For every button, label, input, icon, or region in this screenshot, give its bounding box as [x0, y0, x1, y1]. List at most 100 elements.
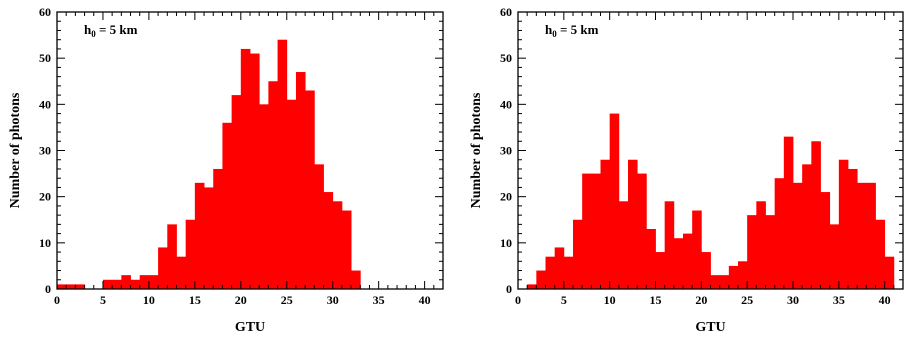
- bar-right-20: [701, 252, 711, 289]
- bar-right-5: [563, 256, 574, 289]
- bar-left-9: [139, 275, 150, 289]
- bar-left-18: [222, 122, 233, 289]
- bar-left-26: [295, 72, 306, 290]
- bar-right-9: [600, 159, 611, 289]
- y-tick-label-left-20: 20: [39, 190, 51, 204]
- bar-right-30: [793, 182, 803, 289]
- bar-left-8: [130, 279, 141, 289]
- bar-right-29: [783, 136, 794, 289]
- bar-right-21: [710, 275, 721, 289]
- bar-left-32: [351, 270, 361, 289]
- bar-right-2: [536, 270, 546, 289]
- x-tick-label-right-5: 5: [561, 293, 567, 307]
- ticks-left: 0 5 10 15 20 25 30 35 40 0 10 20 30 40 50 60: [39, 5, 444, 307]
- y-tick-label-left-10: 10: [39, 236, 51, 250]
- bar-left-7: [121, 275, 131, 289]
- bar-left-5: [102, 279, 113, 289]
- bar-left-12: [167, 224, 177, 289]
- bar-right-23: [728, 265, 739, 289]
- bar-right-14: [646, 228, 656, 289]
- y-tick-label-right-50: 50: [500, 51, 512, 65]
- bar-left-14: [185, 219, 196, 289]
- x-axis-label-left: GTU: [235, 320, 265, 335]
- bar-right-13: [637, 173, 647, 289]
- bar-right-22: [719, 275, 730, 289]
- x-tick-label-left-35: 35: [373, 293, 385, 307]
- bar-right-37: [857, 182, 867, 289]
- y-tick-label-left-60: 60: [39, 5, 51, 19]
- bar-right-19: [692, 210, 702, 289]
- bar-left-28: [314, 164, 324, 289]
- bar-left-24: [277, 39, 288, 290]
- x-tick-label-right-35: 35: [833, 293, 845, 307]
- bar-right-4: [554, 247, 565, 289]
- y-tick-label-right-40: 40: [500, 97, 512, 111]
- x-tick-label-right-15: 15: [650, 293, 662, 307]
- bar-left-29: [323, 192, 334, 289]
- x-tick-label-left-30: 30: [327, 293, 339, 307]
- bar-right-28: [774, 178, 785, 289]
- bar-left-11: [158, 247, 168, 289]
- bar-left-31: [341, 210, 352, 289]
- x-tick-label-right-40: 40: [879, 293, 891, 307]
- bar-left-22: [259, 104, 269, 289]
- x-tick-label-left-20: 20: [235, 293, 247, 307]
- bar-left-19: [231, 95, 242, 289]
- bar-right-31: [802, 164, 812, 289]
- x-tick-label-right-10: 10: [604, 293, 616, 307]
- bar-right-1: [527, 284, 537, 289]
- bar-right-15: [655, 252, 666, 289]
- x-tick-label-left-10: 10: [143, 293, 155, 307]
- x-tick-label-right-20: 20: [695, 293, 707, 307]
- ticks-right: 0 5 10 15 20 25 30 35 40 0 10 20 30 40 50 60: [500, 5, 904, 307]
- bar-right-27: [765, 215, 776, 289]
- y-tick-label-right-10: 10: [500, 236, 512, 250]
- bar-left-6: [112, 279, 122, 289]
- bar-right-18: [683, 233, 693, 289]
- bar-right-36: [848, 168, 858, 289]
- bar-left-20: [240, 48, 251, 289]
- x-tick-label-left-5: 5: [100, 293, 106, 307]
- bar-right-35: [838, 159, 849, 289]
- bar-group-left: [57, 39, 361, 290]
- bar-right-17: [673, 238, 684, 289]
- annotation-left: h0 = 5 km: [84, 22, 138, 39]
- x-tick-label-left-15: 15: [189, 293, 201, 307]
- bar-left-15: [194, 182, 205, 289]
- bar-right-33: [820, 192, 831, 289]
- x-tick-label-right-25: 25: [741, 293, 753, 307]
- bar-left-1: [66, 284, 76, 289]
- y-tick-label-left-50: 50: [39, 51, 51, 65]
- y-tick-label-left-40: 40: [39, 97, 51, 111]
- y-tick-label-right-30: 30: [500, 144, 512, 158]
- bar-left-16: [204, 187, 214, 289]
- bar-right-32: [811, 141, 821, 289]
- bar-right-39: [875, 219, 886, 289]
- bar-left-13: [176, 256, 187, 289]
- y-tick-label-right-20: 20: [500, 190, 512, 204]
- y-axis-label-left: Number of photons: [8, 92, 23, 208]
- bar-right-40: [884, 256, 895, 289]
- bar-right-24: [738, 261, 748, 289]
- bar-right-11: [618, 201, 629, 289]
- bar-left-2: [75, 284, 85, 289]
- bar-right-25: [747, 215, 757, 289]
- bar-right-34: [829, 224, 840, 289]
- x-tick-label-left-40: 40: [419, 293, 431, 307]
- annotation-right: h0 = 5 km: [545, 22, 599, 39]
- y-tick-label-right-0: 0: [506, 282, 512, 296]
- bar-right-8: [591, 173, 601, 289]
- x-axis-label-right: GTU: [695, 320, 725, 335]
- bar-group-right: [527, 113, 895, 289]
- y-tick-label-right-60: 60: [500, 5, 512, 19]
- y-tick-label-left-0: 0: [45, 282, 51, 296]
- y-axis-label-right: Number of photons: [469, 92, 484, 208]
- bar-left-21: [250, 53, 260, 289]
- bar-right-3: [545, 256, 556, 289]
- bar-right-12: [628, 159, 638, 289]
- bar-right-7: [582, 173, 592, 289]
- bar-left-0: [57, 284, 67, 289]
